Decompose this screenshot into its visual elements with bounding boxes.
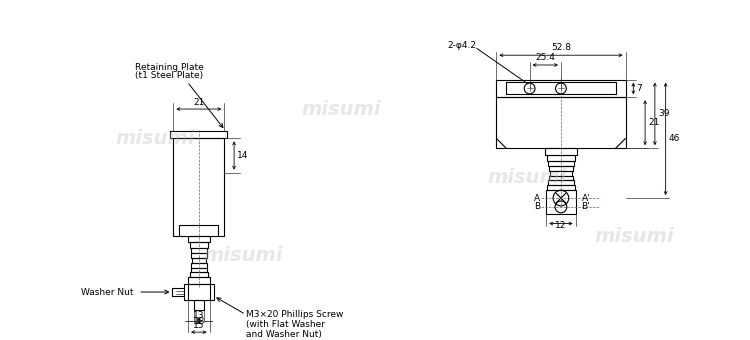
Text: Washer Nut: Washer Nut: [82, 288, 134, 296]
Text: (t1 Steel Plate): (t1 Steel Plate): [136, 71, 203, 80]
Text: —13—: —13—: [184, 317, 214, 326]
Text: 25.4: 25.4: [536, 53, 555, 62]
Text: and Washer Nut): and Washer Nut): [246, 329, 322, 339]
Text: A': A': [581, 193, 590, 203]
Bar: [170, 131, 227, 138]
Bar: [173, 138, 224, 236]
Text: (with Flat Washer: (with Flat Washer: [246, 320, 325, 329]
Text: 15: 15: [193, 321, 205, 330]
Bar: [184, 284, 214, 300]
Text: misumi: misumi: [487, 168, 566, 187]
Bar: [548, 181, 574, 185]
Text: 2-φ4.2: 2-φ4.2: [448, 41, 477, 50]
Bar: [548, 155, 574, 161]
Text: 52.8: 52.8: [551, 43, 571, 52]
Bar: [549, 175, 573, 181]
Bar: [190, 268, 207, 272]
Text: 14: 14: [237, 151, 248, 160]
Bar: [548, 161, 574, 166]
Text: misumi: misumi: [203, 246, 283, 265]
Text: 12: 12: [555, 221, 566, 231]
Text: 7: 7: [636, 84, 642, 93]
Bar: [550, 171, 572, 175]
Bar: [549, 166, 573, 171]
Bar: [506, 82, 616, 95]
Text: B': B': [581, 202, 590, 211]
Text: misumi: misumi: [115, 129, 194, 148]
Bar: [191, 258, 206, 263]
Bar: [546, 190, 575, 214]
Text: 13: 13: [193, 311, 205, 320]
Bar: [548, 185, 574, 190]
Text: 21: 21: [194, 98, 205, 107]
Bar: [545, 148, 577, 155]
Bar: [188, 277, 209, 284]
Text: M3×20 Phillips Screw: M3×20 Phillips Screw: [246, 310, 344, 319]
Bar: [190, 248, 207, 253]
Bar: [496, 80, 626, 97]
Text: 21: 21: [648, 118, 659, 127]
Text: B: B: [534, 202, 541, 211]
Bar: [496, 97, 626, 148]
Text: Retaining Plate: Retaining Plate: [135, 63, 204, 72]
Bar: [190, 272, 209, 277]
Bar: [191, 263, 207, 268]
Bar: [188, 236, 209, 242]
Text: misumi: misumi: [595, 227, 674, 246]
Text: 39: 39: [658, 109, 669, 118]
Text: misumi: misumi: [301, 100, 380, 119]
Bar: [191, 253, 207, 258]
Text: 46: 46: [668, 134, 680, 143]
Bar: [194, 300, 204, 310]
Bar: [190, 242, 209, 248]
Text: A: A: [534, 193, 541, 203]
